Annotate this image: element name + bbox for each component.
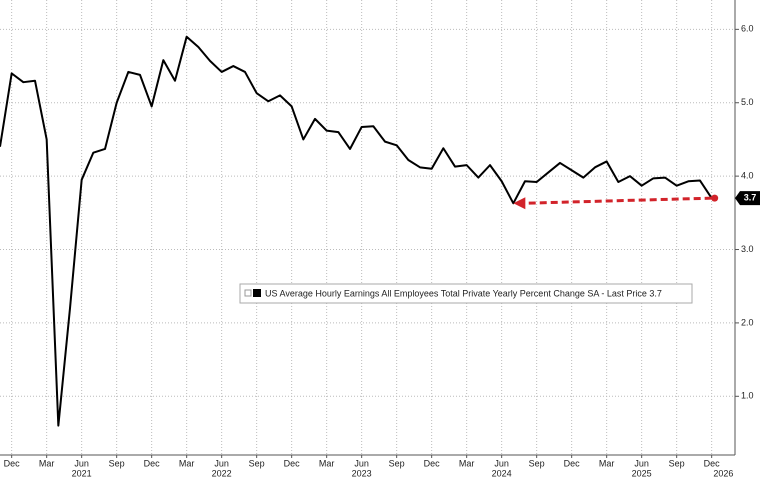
arrow-end: [711, 194, 719, 202]
legend-icon: [244, 289, 252, 297]
x-tick-label: Sep: [109, 458, 125, 468]
x-tick-label: Jun: [494, 458, 509, 468]
x-tick-label: Mar: [39, 458, 55, 468]
year-label: 2022: [212, 468, 232, 478]
last-price-tag: [735, 191, 760, 206]
year-label: 2025: [632, 468, 652, 478]
y-tick-label: 1.0: [741, 391, 754, 401]
x-tick-label: Jun: [354, 458, 369, 468]
x-tick-label: Sep: [249, 458, 265, 468]
x-tick-label: Dec: [4, 458, 21, 468]
x-tick-label: Jun: [74, 458, 89, 468]
x-tick-label: Mar: [459, 458, 475, 468]
series-line: [0, 35, 713, 427]
x-tick-label: Sep: [669, 458, 685, 468]
y-tick-label: 2.0: [741, 317, 754, 327]
arrow-head: [513, 197, 526, 210]
x-tick-label: Mar: [179, 458, 195, 468]
x-tick-label: Sep: [529, 458, 545, 468]
x-tick-label: Jun: [214, 458, 229, 468]
legend-text: US Average Hourly Earnings All Employees…: [265, 288, 662, 298]
y-tick-label: 4.0: [741, 171, 754, 181]
year-label: 2021: [72, 468, 92, 478]
x-tick-label: Mar: [599, 458, 615, 468]
x-tick-label: Dec: [564, 458, 581, 468]
x-tick-label: Dec: [284, 458, 301, 468]
y-tick-label: 3.0: [741, 244, 754, 254]
year-label: 2024: [492, 468, 512, 478]
year-label: 2023: [352, 468, 372, 478]
y-tick-label: 6.0: [741, 24, 754, 34]
legend-box: [239, 283, 693, 304]
y-tick-label: 5.0: [741, 97, 754, 107]
arrow-line: [523, 196, 712, 205]
x-tick-label: Dec: [424, 458, 441, 468]
x-tick-label: Sep: [389, 458, 405, 468]
legend: US Average Hourly Earnings All Employees…: [239, 283, 693, 304]
x-tick-label: Jun: [634, 458, 649, 468]
x-tick-label: Dec: [144, 458, 161, 468]
year-label: 2026: [713, 468, 733, 478]
x-tick-label: Mar: [319, 458, 335, 468]
legend-swatch: [253, 289, 261, 297]
last-price-label: 3.7: [744, 193, 757, 203]
x-tick-label: Dec: [704, 458, 721, 468]
